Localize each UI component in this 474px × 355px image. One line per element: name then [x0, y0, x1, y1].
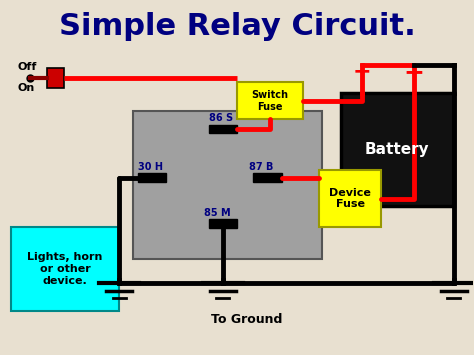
Bar — [209, 219, 237, 228]
Text: Battery: Battery — [365, 142, 429, 157]
Text: 86 S: 86 S — [209, 113, 233, 123]
Bar — [133, 110, 322, 258]
Text: 85 M: 85 M — [204, 208, 231, 218]
Bar — [138, 173, 166, 182]
Bar — [209, 125, 237, 133]
Text: Lights, horn
or other
device.: Lights, horn or other device. — [27, 252, 103, 286]
Text: Switch
Fuse: Switch Fuse — [252, 90, 289, 111]
Bar — [47, 68, 64, 88]
Text: Device
Fuse: Device Fuse — [329, 188, 371, 209]
Bar — [11, 227, 119, 311]
Bar — [341, 93, 454, 206]
Text: +: + — [353, 62, 371, 82]
Text: Off: Off — [18, 61, 37, 72]
Bar — [237, 82, 303, 119]
Text: Simple Relay Circuit.: Simple Relay Circuit. — [59, 12, 415, 41]
Text: 87 B: 87 B — [249, 162, 273, 172]
Text: −: − — [403, 60, 424, 84]
Text: On: On — [18, 83, 35, 93]
Bar — [319, 170, 381, 227]
Bar — [254, 173, 282, 182]
Text: To Ground: To Ground — [211, 313, 282, 326]
Text: 30 H: 30 H — [138, 162, 163, 172]
